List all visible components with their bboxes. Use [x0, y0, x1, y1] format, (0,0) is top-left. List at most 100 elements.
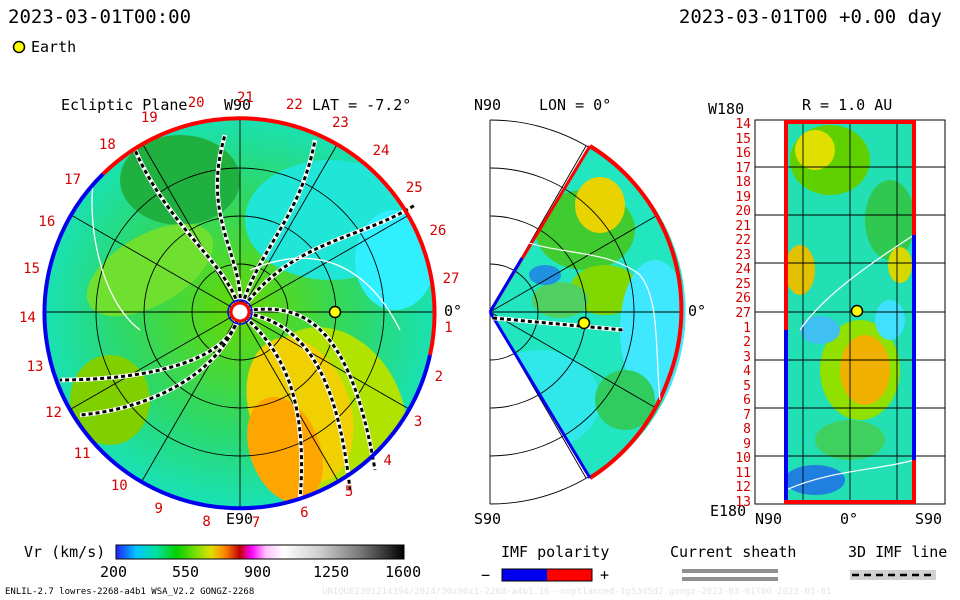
carrington-label: 14 [19, 310, 36, 327]
synoptic-y-label: 18 [735, 175, 751, 191]
synoptic-y-label: 8 [743, 422, 751, 438]
imf-minus: − [481, 566, 491, 584]
colorbar-tick-1600: 1600 [385, 563, 422, 581]
carrington-label: 9 [154, 501, 163, 518]
carrington-label: 10 [110, 478, 128, 495]
carrington-label: 26 [429, 223, 447, 240]
synoptic-bottom-left: E180 [710, 502, 747, 520]
synoptic-y-label: 3 [743, 349, 751, 365]
carrington-label: 17 [64, 171, 81, 188]
ecliptic-lat: LAT = -7.2° [312, 96, 412, 114]
carrington-label: 13 [26, 359, 44, 376]
synoptic-y-label: 7 [743, 407, 751, 423]
synoptic-x-label-0: 0° [840, 510, 859, 528]
earth-legend-icon [12, 40, 26, 54]
current-sheath-swatch [682, 569, 778, 581]
carrington-label: 1 [444, 320, 453, 337]
ecliptic-plane-panel [42, 116, 437, 511]
synoptic-y-label: 5 [743, 378, 751, 394]
synoptic-top-left: W180 [708, 100, 745, 118]
imf-line-title: 3D IMF line [848, 543, 948, 561]
current-sheath-title: Current sheath [670, 543, 797, 561]
synoptic-y-label: 17 [735, 160, 751, 176]
synoptic-y-label: 16 [735, 146, 751, 162]
carrington-label: 11 [73, 445, 91, 462]
carrington-label: 22 [285, 96, 303, 113]
carrington-label: 3 [413, 413, 423, 430]
footer-right: UNIQUE2301214394/2024/30x90x1-2268-a4b1.… [322, 587, 832, 597]
synoptic-y-label: 4 [743, 364, 751, 380]
synoptic-y-label: 2 [743, 335, 751, 351]
carrington-label: 12 [45, 405, 62, 422]
carrington-label: 24 [372, 143, 390, 160]
synoptic-x-label-n90: N90 [755, 510, 783, 528]
earth-marker-meridional [577, 316, 591, 330]
ecliptic-bottom-label: E90 [226, 510, 254, 528]
synoptic-y-label: 24 [735, 262, 751, 278]
footer-left: ENLIL-2.7 lowres-2268-a4b1 WSA_V2.2 GONG… [5, 587, 255, 597]
synoptic-y-label: 10 [735, 451, 751, 467]
ecliptic-top-label: W90 [224, 96, 252, 114]
imf-polarity-title: IMF polarity [501, 543, 610, 561]
synoptic-y-label: 12 [735, 480, 751, 496]
meridional-plane-panel [488, 119, 686, 505]
carrington-label: 15 [23, 261, 40, 278]
synoptic-x-label-s90: S90 [915, 510, 943, 528]
imf-plus: + [600, 566, 610, 584]
synoptic-y-label: 22 [735, 233, 751, 249]
carrington-label: 21 [236, 90, 254, 107]
ecliptic-right-label: 0° [444, 302, 463, 320]
carrington-label: 18 [98, 136, 116, 153]
carrington-label: 2 [434, 368, 443, 385]
date-right: 2023-03-01T00 +0.00 day [678, 6, 942, 28]
synoptic-y-label: 6 [743, 393, 751, 409]
synoptic-y-label: 21 [735, 218, 751, 234]
meridional-right-label: 0° [688, 302, 707, 320]
meridional-lon: LON = 0° [539, 96, 612, 114]
meridional-top-label: N90 [474, 96, 502, 114]
synoptic-y-label: 26 [735, 291, 751, 307]
colorbar-tick-1250: 1250 [313, 563, 350, 581]
synoptic-y-label: 13 [735, 495, 751, 510]
velocity-colorbar [115, 544, 405, 560]
meridional-rim-positive [588, 144, 684, 381]
colorbar-tick-200: 200 [100, 563, 128, 581]
synoptic-panel [754, 119, 946, 505]
colorbar-label: Vr (km/s) [24, 543, 106, 561]
earth-legend-label: Earth [31, 38, 77, 56]
carrington-label: 27 [442, 270, 460, 287]
carrington-label: 19 [140, 110, 158, 127]
synoptic-y-label: 23 [735, 247, 751, 263]
earth-marker-ecliptic [328, 305, 342, 319]
synoptic-y-label: 20 [735, 204, 751, 220]
synoptic-y-label: 1 [743, 320, 751, 336]
ecliptic-rim-negative [42, 172, 432, 511]
synoptic-y-label: 14 [735, 117, 751, 132]
synoptic-r: R = 1.0 AU [802, 96, 893, 114]
imf-line-swatch [850, 570, 936, 580]
carrington-label: 23 [331, 114, 349, 131]
imf-negative-swatch [502, 569, 547, 581]
synoptic-y-label: 11 [735, 465, 751, 481]
carrington-label: 20 [187, 94, 205, 111]
synoptic-y-label: 19 [735, 189, 751, 205]
synoptic-y-label: 9 [743, 436, 751, 452]
ecliptic-rim-positive [101, 116, 437, 356]
synoptic-y-label: 15 [735, 131, 751, 147]
carrington-label: 4 [383, 452, 392, 469]
carrington-label: 25 [405, 179, 423, 196]
carrington-label: 5 [344, 483, 354, 500]
colorbar-tick-550: 550 [172, 563, 200, 581]
carrington-label: 8 [202, 513, 211, 530]
ecliptic-title: Ecliptic Plane [61, 96, 188, 114]
imf-positive-swatch [547, 569, 592, 581]
synoptic-y-label: 27 [735, 306, 751, 321]
sun-marker [229, 301, 251, 323]
carrington-label: 16 [38, 214, 56, 231]
carrington-label: 7 [251, 515, 261, 532]
synoptic-y-label: 25 [735, 276, 751, 292]
carrington-label: 6 [300, 504, 309, 521]
colorbar-tick-900: 900 [244, 563, 272, 581]
imf-spiral-lines [59, 134, 417, 501]
